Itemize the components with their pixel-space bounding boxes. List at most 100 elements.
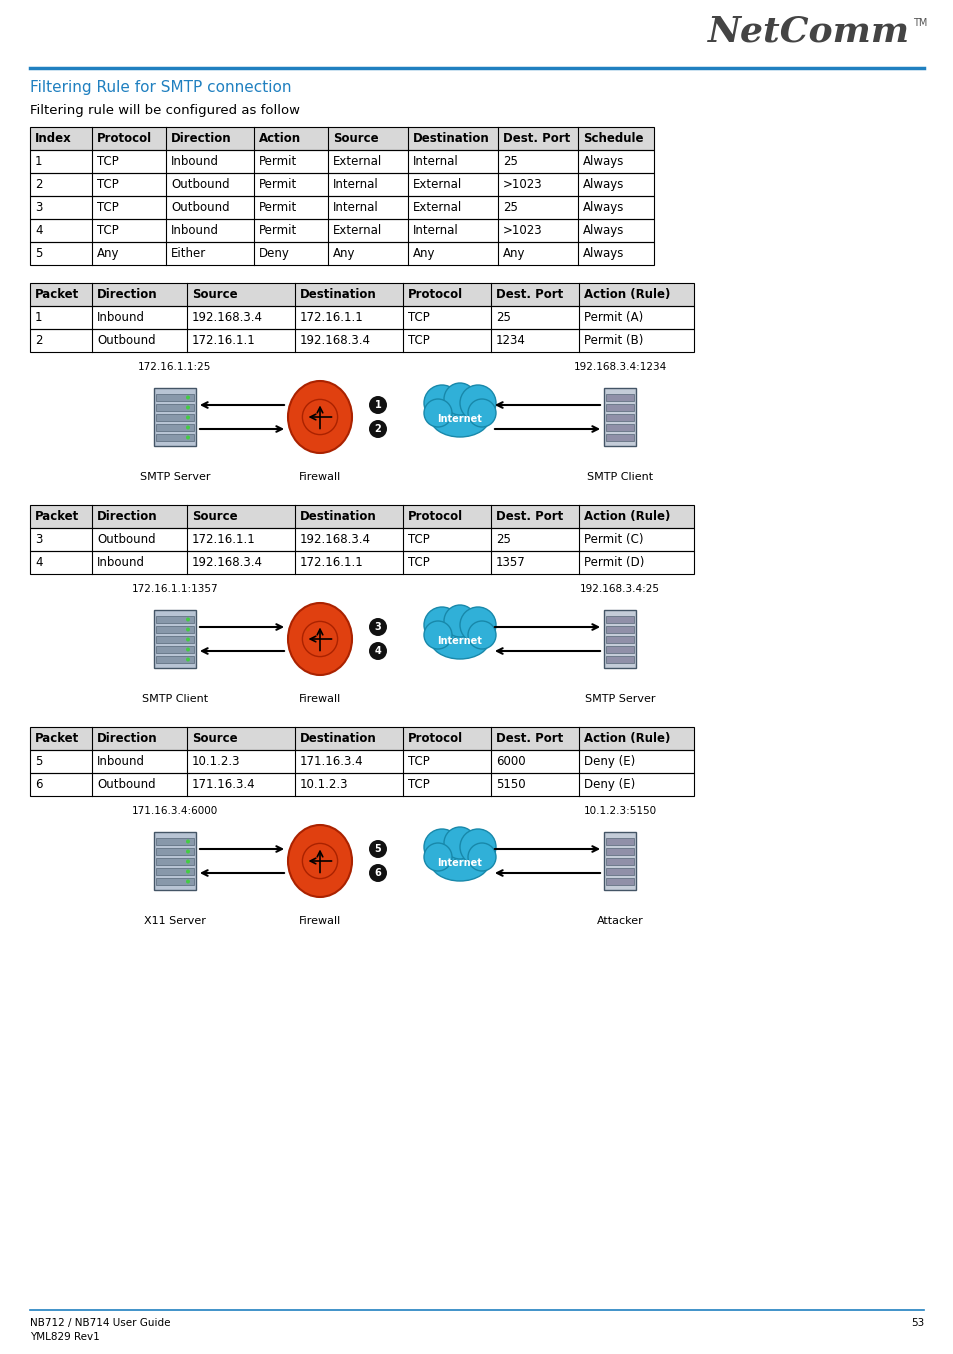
Text: 171.16.3.4:6000: 171.16.3.4:6000 <box>132 806 218 816</box>
Text: 4: 4 <box>35 556 43 569</box>
Bar <box>30 242 654 265</box>
Text: Internal: Internal <box>333 177 378 191</box>
Bar <box>156 655 193 663</box>
Text: Outbound: Outbound <box>97 334 155 347</box>
Text: Destination: Destination <box>299 510 376 523</box>
Text: Permit (C): Permit (C) <box>583 533 643 546</box>
Text: TCP: TCP <box>97 200 118 214</box>
Text: SMTP Server: SMTP Server <box>139 473 210 482</box>
Bar <box>30 127 654 150</box>
Text: 2: 2 <box>375 424 381 435</box>
Text: Permit: Permit <box>258 200 297 214</box>
Circle shape <box>302 399 337 435</box>
Bar <box>153 389 195 445</box>
Bar <box>156 414 193 421</box>
Text: 192.168.3.4: 192.168.3.4 <box>299 334 371 347</box>
Text: 1234: 1234 <box>496 334 525 347</box>
Text: Inbound: Inbound <box>97 556 145 569</box>
Text: External: External <box>333 223 382 237</box>
Bar <box>30 242 654 265</box>
Text: Filtering Rule for SMTP connection: Filtering Rule for SMTP connection <box>30 80 292 95</box>
Bar <box>605 414 634 421</box>
Text: Any: Any <box>333 246 355 260</box>
Text: Deny (E): Deny (E) <box>583 756 635 768</box>
Text: 192.168.3.4:25: 192.168.3.4:25 <box>579 584 659 594</box>
Text: Permit (B): Permit (B) <box>583 334 642 347</box>
Text: 192.168.3.4: 192.168.3.4 <box>299 533 371 546</box>
Text: Always: Always <box>582 200 623 214</box>
Circle shape <box>369 420 387 437</box>
Text: 172.16.1.1: 172.16.1.1 <box>192 533 255 546</box>
Text: SMTP Client: SMTP Client <box>142 695 208 704</box>
Text: Direction: Direction <box>171 131 232 145</box>
Text: 5: 5 <box>375 844 381 854</box>
Circle shape <box>186 436 190 440</box>
Text: 171.16.3.4: 171.16.3.4 <box>299 756 363 768</box>
Text: Permit (A): Permit (A) <box>583 311 642 324</box>
Ellipse shape <box>430 841 490 881</box>
Text: Outbound: Outbound <box>171 200 230 214</box>
Text: Internal: Internal <box>333 200 378 214</box>
Text: Permit: Permit <box>258 223 297 237</box>
Text: 1357: 1357 <box>496 556 525 569</box>
Text: Inbound: Inbound <box>97 756 145 768</box>
Bar <box>605 877 634 886</box>
Bar <box>605 858 634 865</box>
Text: External: External <box>413 200 462 214</box>
Bar <box>605 838 634 845</box>
Bar <box>156 868 193 875</box>
Text: Protocol: Protocol <box>408 733 462 745</box>
Text: Packet: Packet <box>35 288 79 301</box>
Bar <box>156 394 193 401</box>
Text: Always: Always <box>582 223 623 237</box>
Ellipse shape <box>430 397 490 437</box>
Text: 4: 4 <box>375 646 381 655</box>
Bar <box>605 636 634 643</box>
Circle shape <box>423 844 452 871</box>
Text: Deny (E): Deny (E) <box>583 779 635 791</box>
Text: 171.16.3.4: 171.16.3.4 <box>192 779 255 791</box>
Bar <box>153 611 195 668</box>
Text: 1: 1 <box>35 311 43 324</box>
Circle shape <box>369 642 387 659</box>
Text: 2: 2 <box>35 334 43 347</box>
Text: Direction: Direction <box>97 733 157 745</box>
Text: 6: 6 <box>35 779 43 791</box>
Bar <box>156 626 193 634</box>
Bar <box>605 646 634 653</box>
Text: 192.168.3.4: 192.168.3.4 <box>192 556 263 569</box>
Bar <box>30 306 693 329</box>
Text: Outbound: Outbound <box>97 533 155 546</box>
Bar <box>30 283 693 306</box>
Bar <box>30 173 654 196</box>
Text: Either: Either <box>171 246 206 260</box>
Circle shape <box>468 621 496 649</box>
Text: Inbound: Inbound <box>171 223 219 237</box>
Text: 25: 25 <box>496 311 511 324</box>
Text: Any: Any <box>97 246 119 260</box>
Text: Deny: Deny <box>258 246 290 260</box>
Text: 172.16.1.1: 172.16.1.1 <box>192 334 255 347</box>
Bar <box>156 435 193 441</box>
Text: Inbound: Inbound <box>171 154 219 168</box>
Circle shape <box>302 844 337 879</box>
Text: TCP: TCP <box>408 311 429 324</box>
Bar <box>30 528 693 551</box>
Text: Schedule: Schedule <box>582 131 643 145</box>
Text: TCP: TCP <box>97 223 118 237</box>
Circle shape <box>369 864 387 881</box>
Bar <box>30 727 693 750</box>
Bar <box>30 505 693 528</box>
Circle shape <box>459 385 496 421</box>
Text: Internal: Internal <box>413 154 458 168</box>
Text: Firewall: Firewall <box>298 695 341 704</box>
Text: Protocol: Protocol <box>97 131 152 145</box>
Text: 172.16.1.1: 172.16.1.1 <box>299 556 363 569</box>
Text: Action (Rule): Action (Rule) <box>583 510 670 523</box>
Text: Dest. Port: Dest. Port <box>496 733 562 745</box>
Text: Attacker: Attacker <box>596 917 642 926</box>
Text: Firewall: Firewall <box>298 473 341 482</box>
Bar <box>605 435 634 441</box>
Bar <box>605 394 634 401</box>
Bar <box>153 831 195 890</box>
